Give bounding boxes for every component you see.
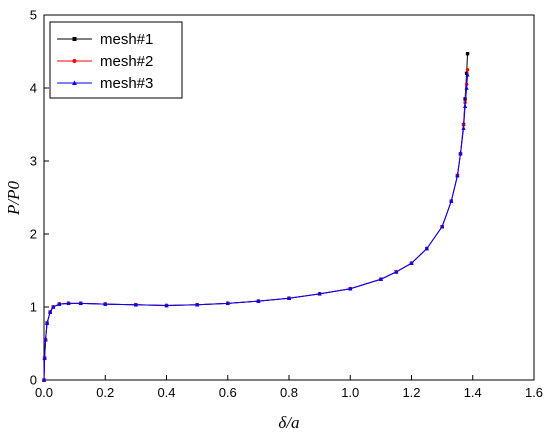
series-layer [41,51,470,382]
x-tick-label: 0.4 [157,385,175,400]
y-axis: 0 1 2 3 4 5 [30,8,49,388]
data-point [409,260,414,265]
data-point [461,125,466,130]
data-point [41,377,47,382]
y-axis-title: P/P0 [4,181,23,216]
data-point [78,301,83,306]
data-point [195,302,200,307]
data-point [464,71,469,76]
data-point [394,269,399,274]
data-point [225,301,230,306]
x-axis-title: δ/a [278,413,299,432]
legend-items: mesh#1 mesh#2 mesh#3 [57,31,153,92]
data-point [378,276,383,281]
series-line [43,69,469,381]
data-point [42,355,47,360]
data-point [440,224,445,229]
data-point [465,72,470,77]
x-tick-label: 0.6 [219,385,237,400]
x-tick-label: 1.4 [464,385,482,400]
x-tick-label: 0.0 [35,385,53,400]
x-tick-label: 1.2 [402,385,420,400]
data-point [72,80,77,85]
legend-label: mesh#2 [100,53,153,70]
series-line [43,74,469,381]
y-tick-label: 3 [30,154,37,169]
data-point [48,309,53,314]
data-point [57,301,62,306]
data-point [286,295,292,300]
series-mesh-3 [41,72,470,382]
data-point [164,303,169,308]
x-axis: 0.0 0.2 0.4 0.6 0.8 1.0 1.2 1.4 1.6 [35,375,543,400]
data-point [72,59,77,63]
data-point [43,337,48,342]
legend-label: mesh#3 [100,75,153,92]
data-point [133,302,138,307]
data-point [465,68,470,72]
data-point [465,51,470,56]
data-point [103,301,108,306]
y-tick-label: 1 [30,300,37,315]
x-tick-label: 0.8 [280,385,298,400]
x-tick-label: 0.2 [96,385,114,400]
data-point [256,298,261,303]
y-tick-label: 5 [30,8,37,23]
data-point [455,173,460,178]
data-point [462,103,468,108]
data-point [424,246,429,251]
data-point [66,301,71,306]
data-point [458,151,463,156]
data-point [464,85,469,90]
data-point [449,198,454,203]
series-mesh-2 [42,68,470,382]
data-point [44,320,50,325]
y-tick-label: 4 [30,81,37,96]
series-line [43,53,469,381]
data-point [348,286,353,291]
data-point [317,291,322,296]
data-point [72,37,77,41]
y-tick-label: 0 [30,373,37,388]
y-tick-label: 2 [30,227,37,242]
legend-box [49,21,183,99]
x-tick-label: 1.6 [525,385,543,400]
data-point [51,304,56,309]
series-mesh-1 [42,51,470,382]
legend-label: mesh#1 [100,31,153,48]
x-tick-label: 1.0 [341,385,359,400]
legend: mesh#1 mesh#2 mesh#3 [49,21,183,99]
